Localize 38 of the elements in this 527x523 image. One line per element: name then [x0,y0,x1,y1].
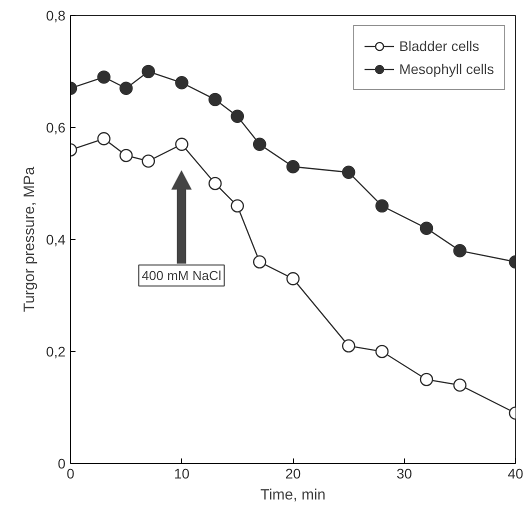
point [230,199,244,213]
point [286,272,300,286]
x-tick-label: 10 [174,466,190,482]
point [252,255,266,269]
y-tick-label: 0,6 [46,120,66,136]
y-tick-label: 0,4 [46,232,66,248]
y-tick-label: 0 [58,456,66,472]
annotation: 400 mM NaCl [142,268,222,283]
point [342,166,356,179]
x-tick-label: 20 [285,466,301,482]
x-tick-label: 30 [396,466,412,482]
y-tick-label: 0,8 [46,8,66,24]
legend-label: Mesophyll cells [399,61,494,77]
x-axis-title: Time, min [260,486,326,504]
point [453,244,467,258]
point [375,199,389,213]
point [252,138,266,151]
x-tick-label: 40 [508,466,524,482]
point [230,110,244,123]
y-axis-title: Turgor pressure, MPa [21,166,38,312]
point [97,132,111,146]
point [208,92,222,106]
point [420,372,434,386]
legend-label: Bladder cells [399,38,480,54]
point [342,339,356,353]
point [208,176,222,190]
point [142,154,156,168]
point [119,82,133,95]
point [375,344,389,358]
y-tick-label: 0,2 [46,344,66,360]
point [453,378,467,392]
point [286,160,300,174]
point [175,76,188,90]
point [175,138,188,151]
point [420,222,434,235]
point [119,148,133,162]
point [97,70,111,84]
point [142,64,156,78]
